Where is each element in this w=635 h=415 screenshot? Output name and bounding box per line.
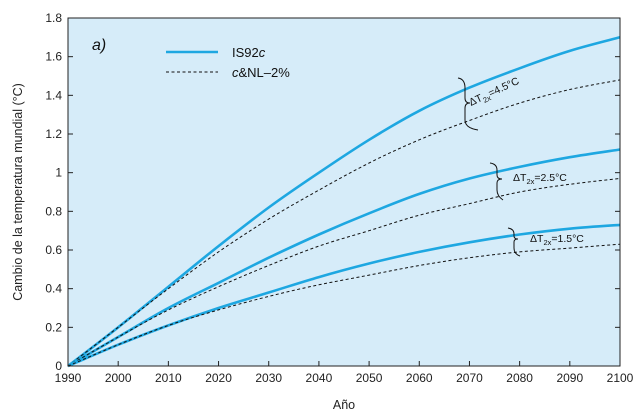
series-25-solid (67, 148, 621, 368)
annotation-label-15: ΔT2x=1.5°C (530, 233, 584, 247)
x-tick-label: 2020 (205, 371, 232, 385)
legend: IS92c c&NL–2% (166, 45, 290, 80)
brace-45 (457, 77, 479, 131)
series-45-dashed (67, 79, 621, 367)
y-tick-label: 0.8 (45, 204, 62, 218)
x-axis-title: Año (333, 398, 355, 412)
axis-layer: 1990 2000 2010 2020 2030 2040 2050 2060 2070 2080… (45, 11, 633, 385)
series-15-solid (67, 223, 621, 368)
y-tick-label: 0.6 (45, 243, 62, 257)
series-45-solid (67, 36, 621, 368)
y-tick-label: 1.6 (45, 50, 62, 64)
annotation-25: ΔT2x=2.5°C (489, 162, 567, 201)
x-tick-label: 2050 (356, 371, 383, 385)
annotation-label-25: ΔT2x=2.5°C (513, 172, 567, 186)
x-tick-label: 2060 (406, 371, 433, 385)
x-tick-label: 1990 (55, 371, 82, 385)
y-tick-label: 0.4 (45, 282, 62, 296)
legend-dashed-label: c&NL–2% (232, 65, 290, 80)
brace-25 (489, 162, 504, 201)
legend-solid-label: IS92c (232, 45, 266, 60)
plot-background (68, 18, 620, 366)
panel-label: a) (92, 37, 106, 54)
y-tick-label: 1.8 (45, 11, 62, 25)
series-25-dashed (67, 178, 621, 367)
series-layer (67, 36, 621, 368)
x-tick-label: 2000 (105, 371, 132, 385)
brace-15 (507, 227, 521, 257)
annotation-15: ΔT2x=1.5°C (507, 227, 584, 257)
y-axis-title: Cambio de la temperatura mundial (°C) (11, 83, 25, 301)
y-tick-label: 1.4 (45, 88, 62, 102)
x-tick-label: 2040 (306, 371, 333, 385)
y-tick-label: 0.2 (45, 320, 62, 334)
y-tick-label: 1.2 (45, 127, 62, 141)
y-tick-label: 0 (55, 359, 62, 373)
x-tick-label: 2010 (155, 371, 182, 385)
x-tick-label: 2100 (607, 371, 634, 385)
y-tick-label: 1 (55, 166, 62, 180)
x-tick-label: 2030 (255, 371, 282, 385)
x-tick-label: 2080 (506, 371, 533, 385)
x-tick-label: 2090 (556, 371, 583, 385)
plot-frame (67, 17, 621, 367)
x-tick-label: 2070 (456, 371, 483, 385)
